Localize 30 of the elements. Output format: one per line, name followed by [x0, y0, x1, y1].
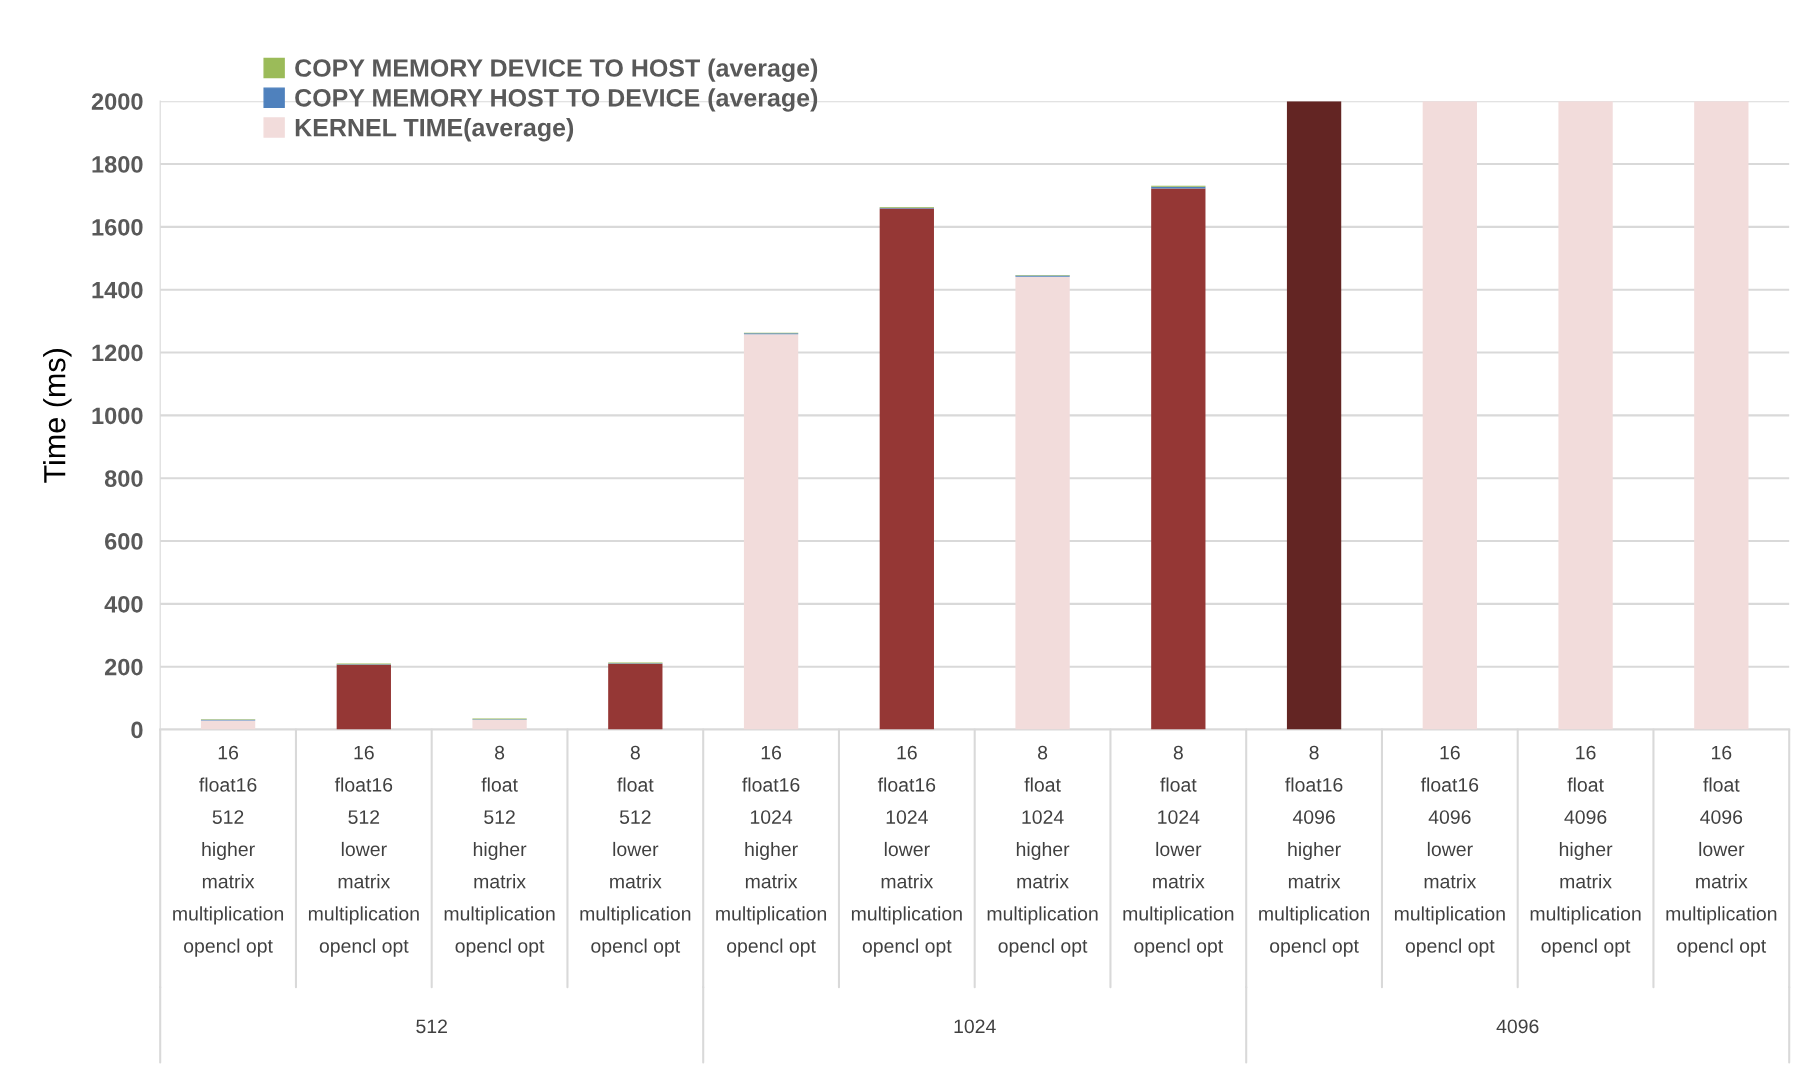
legend-label: COPY MEMORY DEVICE TO HOST (average): [295, 58, 818, 82]
x-tick-label: 16 float16 1024 higher matrix multiplication opencl opt: [716, 745, 827, 957]
legend-label: COPY MEMORY HOST TO DEVICE (average): [295, 88, 818, 112]
y-tick-label: 0: [131, 721, 143, 739]
x-tick-label: 16 float16 512 higher matrix multiplication opencl opt: [173, 745, 284, 957]
x-tick-label: 8 float 512 higher matrix multiplication opencl opt: [444, 745, 555, 957]
x-tick-label: 8 float 512 lower matrix multiplication opencl opt: [580, 745, 691, 957]
y-axis-title: Time (ms): [43, 349, 72, 483]
x-tick-label: 8 float 1024 lower matrix multiplication opencl opt: [1123, 745, 1234, 957]
y-tick-label: 1200: [92, 344, 143, 362]
y-tick-label: 2000: [91, 93, 143, 110]
y-tick-label: 400: [104, 595, 143, 613]
y-tick-label: 800: [104, 470, 143, 487]
legend-label: KERNEL TIME(average): [295, 118, 574, 142]
x-tick-label: 8 float16 4096 higher matrix multiplication opencl opt: [1259, 745, 1370, 957]
x-tick-label: 16 float16 512 lower matrix multiplication opencl opt: [308, 745, 419, 957]
y-tick-label: 600: [105, 533, 143, 550]
text: 1024: [954, 1019, 996, 1034]
text: 4096: [1496, 1019, 1539, 1034]
y-tick-label: 200: [104, 658, 143, 676]
y-tick-label: 1000: [92, 407, 143, 425]
x-tick-label: 16 float 4096 higher matrix multiplication opencl opt: [1530, 745, 1641, 957]
x-tick-label: 16 float16 4096 lower matrix multiplication opencl opt: [1394, 745, 1505, 957]
y-tick-label: 1800: [92, 156, 143, 173]
x-tick-label: 16 float 4096 lower matrix multiplication opencl opt: [1666, 745, 1777, 957]
text: 512: [416, 1019, 447, 1034]
y-tick-label: 1400: [92, 281, 143, 299]
x-tick-label: 16 float16 1024 lower matrix multiplication opencl opt: [851, 745, 962, 957]
y-tick-label: 1600: [92, 218, 143, 236]
x-tick-label: 8 float 1024 higher matrix multiplication opencl opt: [987, 745, 1098, 957]
